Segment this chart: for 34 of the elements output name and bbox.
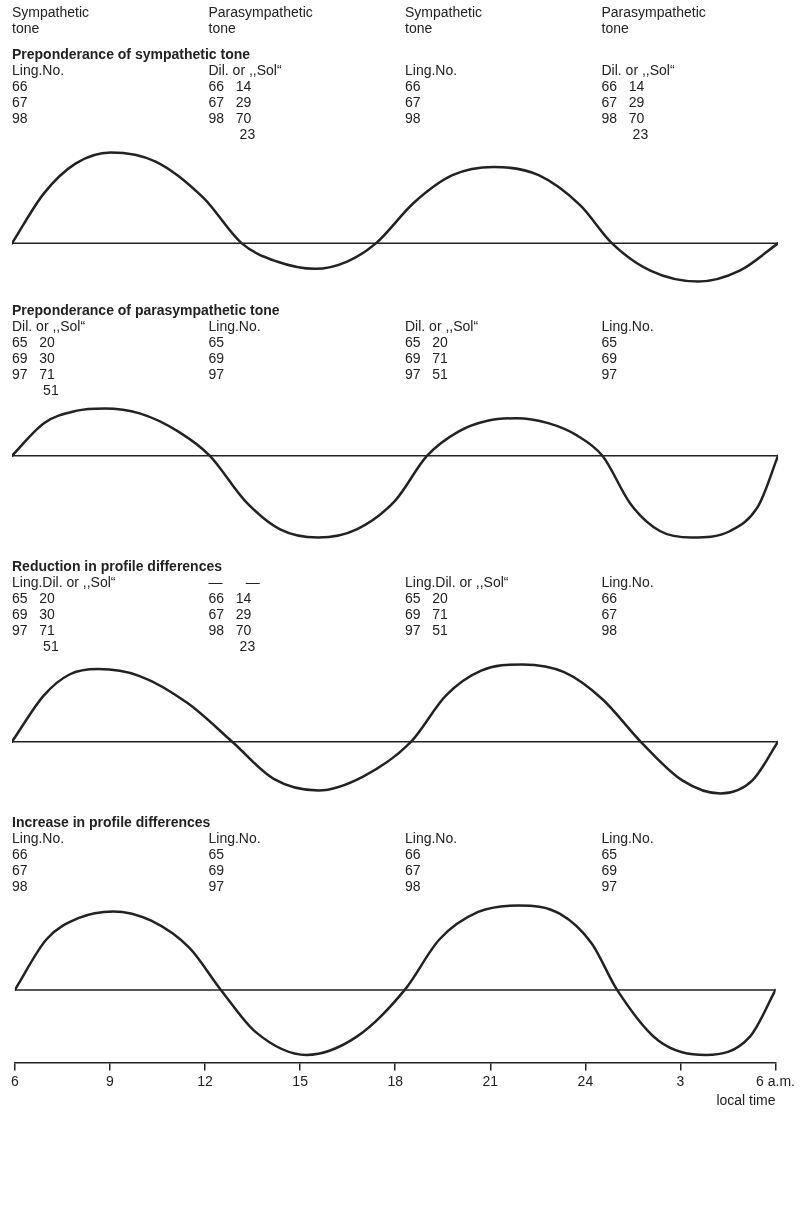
text: — — 66 14 67 29 98 70 23 — [208, 574, 261, 654]
text: Sympathetic tone — [12, 4, 91, 36]
x-tick-label: 6 a.m. — [756, 1072, 795, 1089]
text: Sympathetic tone — [405, 4, 484, 36]
chart-title: Increase in profile differences — [11, 814, 212, 830]
chart-title: Preponderance of parasympathetic tone — [11, 302, 281, 318]
x-tick-label: 9 — [106, 1072, 115, 1089]
x-tick-label: 6 — [10, 1072, 19, 1089]
x-tick-label: 12 — [197, 1072, 214, 1089]
x-tick-label: 24 — [577, 1072, 594, 1089]
text: Dil. or ,,Sol“ 65 20 69 30 97 71 51 — [12, 318, 87, 398]
text: Ling.No. 66 67 98 — [12, 830, 66, 894]
x-tick-label: 15 — [292, 1072, 309, 1089]
text: Ling.No. 65 69 97 — [208, 830, 262, 894]
text: Ling.No. 65 69 97 — [208, 318, 262, 384]
x-tick-label: 18 — [387, 1072, 404, 1089]
text: Ling.No. 65 69 97 — [601, 318, 655, 384]
text: Ling.No. 66 67 98 — [405, 830, 459, 894]
chart-title: Preponderance of sympathetic tone — [11, 46, 252, 62]
x-tick-label: 21 — [482, 1072, 499, 1089]
x-axis-title: local time — [716, 1092, 776, 1109]
text: Dil. or ,,Sol“ 65 20 69 71 97 51 — [405, 318, 480, 384]
text: Ling.No. 66 67 98 — [405, 62, 459, 128]
text: Parasympathetic tone — [601, 4, 707, 36]
chart-title: Reduction in profile differences — [11, 558, 224, 574]
text: Dil. or ,,Sol“ 66 14 67 29 98 70 23 — [601, 62, 676, 142]
text: Ling.No. 66 67 98 — [601, 574, 655, 640]
text: Ling.Dil. or ,,Sol“ 65 20 69 71 97 51 — [405, 574, 510, 640]
text: Ling.No. 66 67 98 — [12, 62, 66, 128]
text: Ling.No. 65 69 97 — [601, 830, 655, 894]
x-tick-label: 3 — [676, 1072, 685, 1089]
text: Ling.Dil. or ,,Sol“ 65 20 69 30 97 71 51 — [12, 574, 117, 654]
text: Dil. or ,,Sol“ 66 14 67 29 98 70 23 — [208, 62, 283, 142]
text: Parasympathetic tone — [208, 4, 314, 36]
